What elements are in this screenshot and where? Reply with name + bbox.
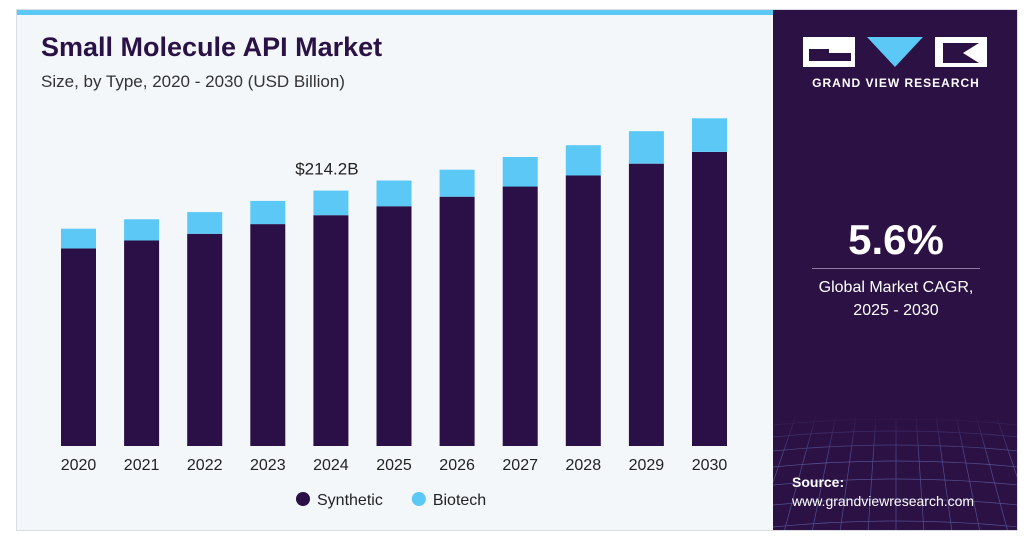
chart-subtitle: Size, by Type, 2020 - 2030 (USD Billion) bbox=[41, 72, 345, 91]
bar-synthetic-2022 bbox=[187, 233, 223, 446]
x-tick-label-2030: 2030 bbox=[692, 457, 728, 474]
x-tick-label-2025: 2025 bbox=[376, 457, 412, 474]
cagr-divider bbox=[812, 268, 980, 269]
bar-biotech-2024 bbox=[313, 190, 349, 216]
bar-synthetic-2027 bbox=[502, 186, 538, 446]
source-url: www.grandviewresearch.com bbox=[792, 493, 975, 509]
bar-biotech-2020 bbox=[61, 228, 96, 249]
x-tick-label-2026: 2026 bbox=[439, 457, 475, 474]
bar-synthetic-2021 bbox=[124, 240, 160, 446]
chart-card: Small Molecule API Market Size, by Type,… bbox=[16, 9, 1018, 531]
bar-biotech-2026 bbox=[439, 169, 475, 197]
top-accent-bar bbox=[17, 10, 773, 15]
bar-biotech-2027 bbox=[502, 157, 538, 187]
grand-view-research-logo bbox=[803, 37, 987, 67]
bar-biotech-2025 bbox=[376, 180, 412, 207]
cagr-label: Global Market CAGR, 2025 - 2030 bbox=[773, 276, 1017, 322]
bar-biotech-2030 bbox=[692, 118, 727, 152]
x-tick-label-2028: 2028 bbox=[566, 457, 602, 474]
bar-biotech-2022 bbox=[187, 212, 223, 234]
bar-synthetic-2025 bbox=[376, 206, 412, 446]
bar-biotech-2021 bbox=[124, 219, 160, 241]
legend-swatch-synthetic bbox=[296, 492, 310, 506]
bar-chart: 2020 2021 2022 2023 2024 2025 2026 2027 2028 2029… bbox=[61, 118, 728, 509]
bar-synthetic-2024 bbox=[313, 215, 349, 446]
cagr-label-line1: Global Market CAGR, bbox=[818, 279, 974, 296]
bar-synthetic-2028 bbox=[565, 175, 601, 446]
x-tick-label-2022: 2022 bbox=[187, 457, 223, 474]
legend-label-synthetic: Synthetic bbox=[317, 492, 383, 509]
cagr-value: 5.6% bbox=[848, 216, 944, 263]
bar-synthetic-2026 bbox=[439, 196, 475, 446]
cagr-label-line2: 2025 - 2030 bbox=[853, 302, 939, 319]
bar-synthetic-2030 bbox=[692, 152, 727, 446]
x-tick-label-2029: 2029 bbox=[629, 457, 665, 474]
legend-swatch-biotech bbox=[411, 492, 426, 506]
bar-synthetic-2020 bbox=[61, 248, 96, 446]
x-tick-label-2027: 2027 bbox=[502, 457, 538, 474]
decorative-grid bbox=[773, 415, 1017, 530]
x-tick-label-2023: 2023 bbox=[250, 457, 286, 474]
bar-biotech-2028 bbox=[565, 145, 601, 176]
brand-name: GRAND VIEW RESEARCH bbox=[812, 76, 980, 90]
source-label: Source: bbox=[792, 474, 845, 490]
chart-title: Small Molecule API Market bbox=[41, 32, 383, 62]
annotation-2024: $214.2B bbox=[295, 160, 358, 179]
legend-label-biotech: Biotech bbox=[433, 492, 486, 509]
bar-biotech-2023 bbox=[250, 200, 286, 225]
x-tick-label-2020: 2020 bbox=[61, 457, 97, 474]
bar-synthetic-2029 bbox=[628, 163, 664, 446]
x-tick-label-2024: 2024 bbox=[313, 457, 349, 474]
x-tick-label-2021: 2021 bbox=[124, 457, 160, 474]
bar-synthetic-2023 bbox=[250, 224, 286, 446]
info-panel: GRAND VIEW RESEARCH 5.6% Global Market C… bbox=[773, 10, 1017, 530]
bar-biotech-2029 bbox=[628, 131, 664, 164]
